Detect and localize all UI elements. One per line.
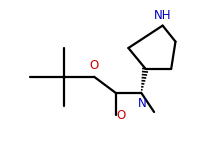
Text: N: N	[138, 97, 147, 110]
Text: NH: NH	[154, 9, 171, 22]
Text: O: O	[116, 109, 126, 122]
Text: O: O	[89, 59, 99, 72]
